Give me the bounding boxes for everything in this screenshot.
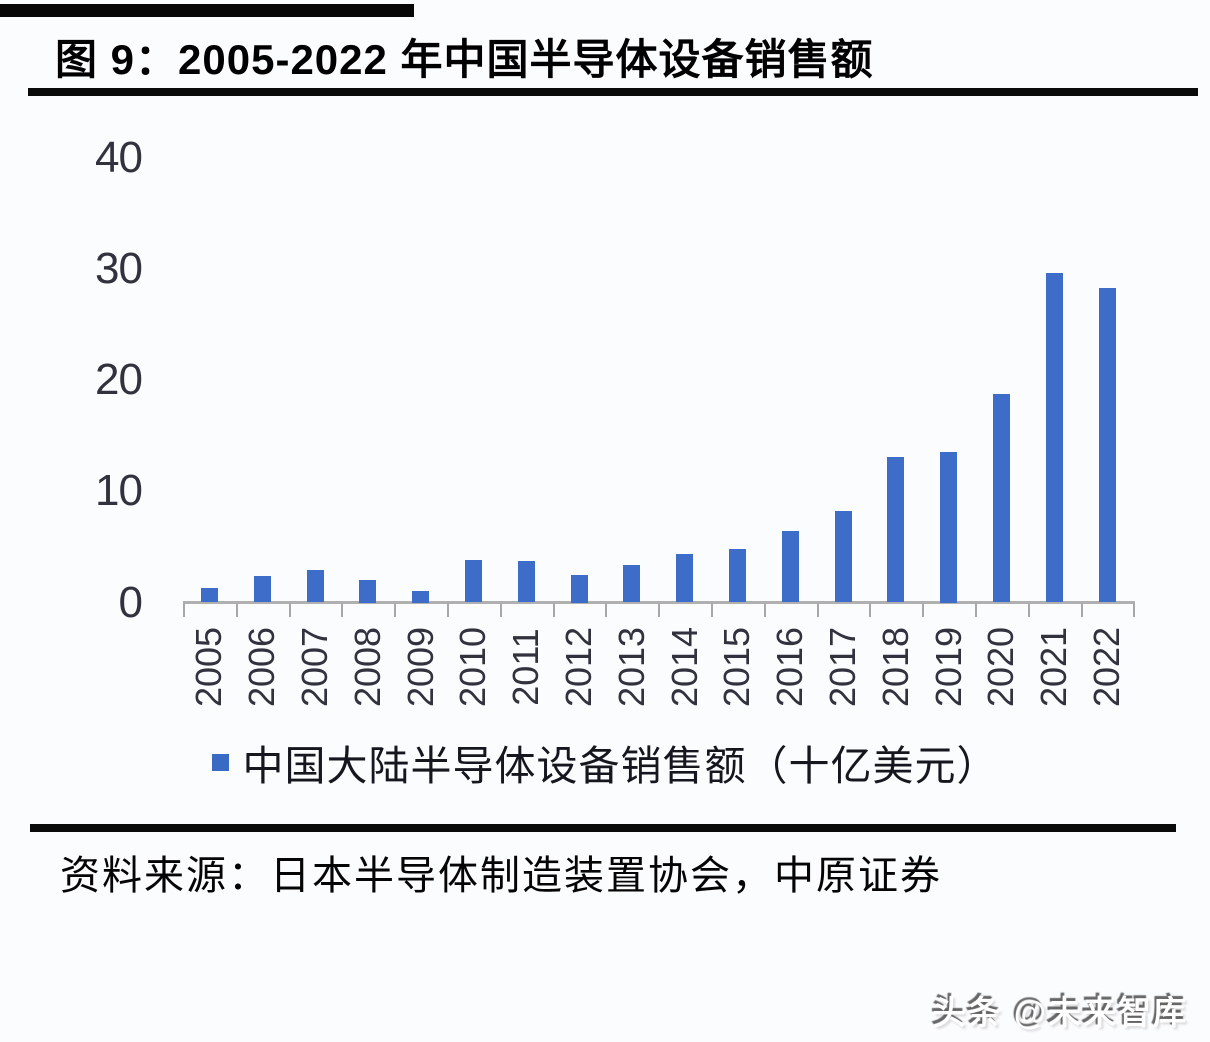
bar-2020 (992, 394, 1010, 603)
x-axis-tick (288, 603, 291, 617)
bar-2013 (623, 564, 641, 603)
x-axis-tick (341, 603, 344, 617)
x-tick-label-2007: 2007 (294, 626, 335, 708)
x-tick-label-2010: 2010 (452, 626, 494, 708)
legend-swatch (211, 753, 229, 771)
x-tick-label-2019: 2019 (927, 626, 969, 708)
bar-2009 (412, 591, 430, 603)
x-axis-tick (763, 603, 766, 617)
x-axis-tick (394, 603, 397, 617)
bar-2021 (1045, 273, 1063, 603)
bar-2017 (834, 511, 852, 603)
x-axis-tick (447, 603, 449, 617)
y-tick-label-20: 20 (95, 355, 143, 404)
bar-2015 (728, 549, 746, 603)
y-tick-label-40: 40 (95, 132, 143, 182)
x-axis-tick (922, 603, 925, 617)
top-border-bar (0, 4, 414, 17)
x-tick-label-2014: 2014 (663, 626, 705, 708)
x-tick-label-2012: 2012 (558, 626, 599, 708)
bar-2010 (464, 560, 482, 603)
x-tick-label-2008: 2008 (346, 626, 388, 708)
x-tick-label-2013: 2013 (610, 626, 652, 708)
bar-2008 (359, 580, 377, 603)
x-axis-line (183, 601, 1136, 604)
x-axis-tick (711, 603, 713, 617)
bar-2019 (940, 452, 958, 603)
x-tick-label-2016: 2016 (769, 626, 811, 708)
bar-2011 (517, 561, 535, 603)
watermark: 头条 @未来智库 (932, 994, 1188, 1031)
title-underline (28, 88, 1198, 96)
x-axis-tick (658, 603, 661, 617)
x-tick-label-2009: 2009 (399, 626, 441, 708)
x-axis-tick (605, 603, 608, 617)
legend-label: 中国大陆半导体设备销售额（十亿美元） (242, 743, 999, 789)
bar-2005 (200, 588, 218, 603)
x-axis-tick (1080, 603, 1083, 617)
x-axis-tick (183, 603, 185, 617)
x-tick-label-2015: 2015 (716, 626, 758, 708)
bar-2014 (676, 553, 694, 603)
x-tick-label-2020: 2020 (980, 626, 1022, 708)
x-tick-label-2018: 2018 (874, 626, 916, 708)
y-tick-label-10: 10 (95, 466, 143, 516)
bar-2022 (1098, 287, 1116, 603)
x-axis-tick (869, 603, 872, 617)
x-tick-label-2011: 2011 (505, 628, 547, 706)
x-axis-tick (1133, 603, 1136, 617)
x-tick-label-2017: 2017 (822, 626, 863, 708)
x-tick-label-2021: 2021 (1033, 626, 1075, 708)
bar-2006 (253, 575, 271, 603)
bar-2012 (570, 574, 588, 603)
x-axis-tick (975, 603, 977, 617)
chart-legend: 中国大陆半导体设备销售额（十亿美元） (0, 740, 1210, 789)
footer-divider (30, 824, 1176, 832)
figure-title: 图 9：2005-2022 年中国半导体设备销售额 (55, 36, 874, 83)
bar-2007 (306, 570, 324, 603)
bar-2016 (781, 531, 799, 603)
bar-2018 (887, 456, 905, 603)
x-tick-label-2005: 2005 (188, 626, 230, 708)
x-tick-label-2006: 2006 (241, 626, 283, 708)
bar-chart: 0 10 20 30 40 2005 2006 2007 2008 2009 2010 2011 20… (0, 132, 1210, 789)
x-axis-tick (1027, 603, 1030, 617)
source-note: 资料来源：日本半导体制造装置协会，中原证券 (60, 853, 942, 898)
y-tick-label-30: 30 (95, 243, 143, 293)
x-axis-tick (552, 603, 555, 617)
x-axis-tick (816, 603, 819, 617)
y-tick-label-0: 0 (118, 577, 143, 627)
x-axis-tick (235, 603, 238, 617)
x-tick-label-2022: 2022 (1086, 626, 1127, 708)
x-axis-tick (499, 603, 502, 617)
